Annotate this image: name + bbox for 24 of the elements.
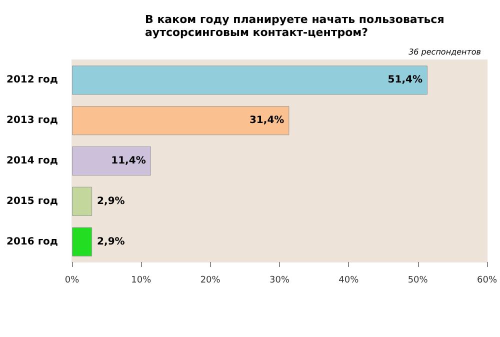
data-label: 31,4% [249, 115, 284, 126]
chart-subtitle: 36 респондентов [408, 48, 482, 56]
y-tick-label: 2012 год [6, 74, 58, 86]
y-tick-label: 2013 год [6, 115, 58, 126]
bar [72, 66, 428, 95]
x-tick-label: 30% [269, 276, 290, 286]
bar [72, 227, 92, 256]
y-tick-label: 2015 год [6, 196, 58, 207]
bar [72, 106, 290, 136]
bar [72, 146, 151, 176]
x-tick-label: 0% [64, 276, 80, 286]
data-label: 2,9% [97, 196, 125, 207]
y-tick-label: 2016 год [6, 236, 58, 248]
data-label: 11,4% [111, 156, 146, 166]
x-tick-label: 40% [338, 276, 360, 286]
x-tick-label: 60% [476, 276, 498, 286]
data-label: 51,4% [388, 74, 423, 86]
data-label: 2,9% [97, 236, 125, 248]
x-tick-label: 10% [131, 276, 152, 286]
y-tick-label: 2014 год [6, 156, 58, 166]
x-tick-label: 20% [200, 276, 221, 286]
chart-title: В каком году планируете начать пользоваться аутсорсинговым контакт-центром? [145, 13, 444, 39]
x-tick-label: 50% [408, 276, 428, 286]
bar [72, 186, 92, 216]
